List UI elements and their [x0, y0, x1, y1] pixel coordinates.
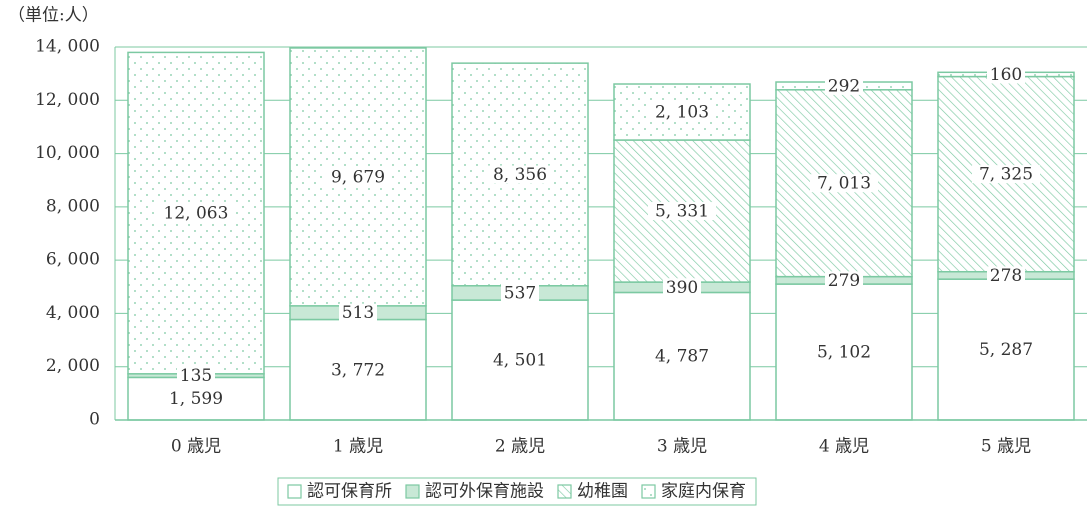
- label-bg: [177, 366, 215, 385]
- y-tick-label: 12, 000: [35, 90, 100, 110]
- y-tick-label: 14, 000: [35, 37, 100, 57]
- x-tick-label: 2 歳児: [495, 437, 545, 457]
- label-bg: [162, 389, 230, 408]
- x-tick-label: 4 歳児: [819, 437, 869, 457]
- label-bg: [648, 347, 716, 366]
- label-bg: [324, 167, 392, 186]
- legend-swatch: [641, 484, 656, 499]
- y-tick-label: 2, 000: [46, 356, 100, 376]
- data-label: 9, 679: [331, 167, 385, 187]
- legend-label: 認可保育所: [307, 482, 392, 502]
- legend-box: [277, 477, 757, 506]
- data-label: 292: [828, 76, 860, 96]
- x-tick-label: 3 歳児: [657, 437, 707, 457]
- data-label: 160: [990, 65, 1022, 85]
- label-bg: [339, 303, 377, 322]
- label-bg: [810, 343, 878, 362]
- y-tick-label: 10, 000: [35, 143, 100, 163]
- legend-label: 幼稚園: [577, 482, 628, 502]
- data-label: 390: [666, 278, 698, 298]
- x-tick-label: 5 歳児: [981, 437, 1031, 457]
- data-label: 5, 287: [979, 340, 1033, 360]
- y-tick-label: 6, 000: [46, 250, 100, 270]
- label-bg: [987, 65, 1025, 84]
- data-label: 12, 063: [164, 204, 229, 224]
- label-bg: [486, 165, 554, 184]
- legend-swatch: [557, 484, 572, 499]
- unit-label: （単位:人）: [8, 6, 99, 26]
- legend-label: 家庭内保育: [661, 482, 746, 502]
- label-bg: [825, 271, 863, 290]
- data-label: 4, 501: [493, 351, 547, 371]
- data-label: 7, 013: [817, 174, 871, 194]
- x-tick-label: 0 歳児: [171, 437, 221, 457]
- label-bg: [324, 360, 392, 379]
- data-label: 5, 102: [817, 343, 871, 363]
- data-label: 5, 331: [655, 202, 709, 222]
- label-bg: [987, 266, 1025, 285]
- data-label: 8, 356: [493, 165, 547, 185]
- data-label: 135: [180, 366, 212, 386]
- data-label: 7, 325: [979, 165, 1033, 185]
- data-label: 537: [504, 283, 536, 303]
- y-tick-label: 8, 000: [46, 196, 100, 216]
- data-label: 3, 772: [331, 360, 385, 380]
- label-bg: [501, 283, 539, 302]
- label-bg: [157, 204, 235, 223]
- label-bg: [663, 278, 701, 297]
- label-bg: [810, 174, 878, 193]
- x-tick-label: 1 歳児: [333, 437, 383, 457]
- legend-swatch: [405, 484, 420, 499]
- y-tick-label: 4, 000: [46, 303, 100, 323]
- data-label: 4, 787: [655, 347, 709, 367]
- label-bg: [486, 351, 554, 370]
- legend-label: 認可外保育施設: [425, 482, 544, 502]
- data-label: 278: [990, 266, 1022, 286]
- data-label: 513: [342, 303, 374, 323]
- label-bg: [648, 103, 716, 122]
- y-tick-label: 0: [89, 410, 100, 430]
- label-bg: [972, 165, 1040, 184]
- legend-swatch: [287, 484, 302, 499]
- data-label: 1, 599: [169, 389, 223, 409]
- label-bg: [972, 340, 1040, 359]
- data-label: 279: [828, 271, 860, 291]
- data-label: 2, 103: [655, 103, 709, 123]
- label-bg: [648, 202, 716, 221]
- label-bg: [825, 76, 863, 95]
